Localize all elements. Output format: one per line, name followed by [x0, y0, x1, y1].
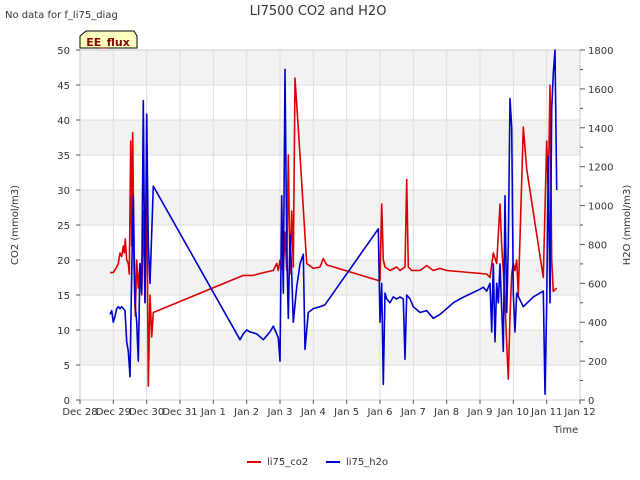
x-tick-label: Jan 4: [300, 407, 326, 418]
x-tick-label: Dec 31: [162, 407, 197, 418]
background-band: [80, 50, 580, 85]
y-right-tick-label: 800: [588, 240, 607, 251]
y-right-tick-label: 0: [588, 396, 594, 407]
y-left-tick-label: 35: [57, 151, 70, 162]
background-band: [80, 365, 580, 400]
y-left-tick-label: 5: [64, 361, 70, 372]
x-tick-label: Jan 12: [563, 407, 595, 418]
y-axis-left-label: CO2 (mmol/m3): [10, 185, 21, 265]
x-tick-label: Jan 9: [467, 407, 493, 418]
y-right-tick-label: 400: [588, 318, 607, 329]
x-tick-label: Dec 28: [62, 407, 97, 418]
background-band: [80, 190, 580, 225]
y-axis-right-label: H2O (mmol/m3): [622, 185, 633, 266]
y-right-tick-label: 1800: [588, 46, 613, 57]
legend-label-h2o: li75_h2o: [346, 457, 388, 468]
x-tick-label: Jan 3: [267, 407, 293, 418]
series-line-h2o: [109, 49, 558, 396]
y-left-tick-label: 25: [57, 221, 70, 232]
y-right-tick-label: 1200: [588, 163, 613, 174]
background-bands: [80, 50, 580, 400]
background-band: [80, 155, 580, 190]
ee-flux-badge: EE_flux: [79, 30, 138, 49]
series-lines: [109, 49, 558, 396]
x-tick-label: Jan 1: [200, 407, 226, 418]
y-left-tick-label: 50: [57, 46, 70, 57]
y-axis-left: 0 5 10 15 20 25 30 35 40 45 50: [57, 46, 80, 407]
x-tick-label: Jan 8: [433, 407, 459, 418]
y-right-tick-label: 600: [588, 279, 607, 290]
y-left-tick-label: 30: [57, 186, 70, 197]
no-data-note: No data for f_li75_diag: [5, 10, 118, 21]
y-left-tick-label: 40: [57, 116, 70, 127]
y-axis-right: 0 200 400 600 800 1000 1200 1400 1600 1800: [580, 46, 613, 407]
x-tick-label: Jan 5: [333, 407, 359, 418]
background-band: [80, 120, 580, 155]
x-tick-label: Jan 11: [530, 407, 562, 418]
x-tick-label: Dec 29: [96, 407, 131, 418]
y-left-tick-label: 15: [57, 291, 70, 302]
x-tick-label: Dec 30: [129, 407, 164, 418]
x-tick-label: Jan 2: [233, 407, 259, 418]
background-band: [80, 85, 580, 120]
badge-label: EE_flux: [86, 36, 130, 49]
chart-title: LI7500 CO2 and H2O: [250, 4, 387, 19]
y-right-tick-label: 200: [588, 357, 607, 368]
x-tick-label: Jan 6: [367, 407, 393, 418]
legend-label-co2: li75_co2: [267, 457, 308, 468]
x-tick-label: Jan 10: [497, 407, 529, 418]
y-left-tick-label: 45: [57, 81, 70, 92]
y-right-tick-label: 1000: [588, 202, 613, 213]
y-right-tick-label: 1400: [588, 124, 613, 135]
x-tick-label: Jan 7: [400, 407, 426, 418]
background-band: [80, 330, 580, 365]
y-left-tick-label: 0: [64, 396, 70, 407]
y-left-tick-label: 10: [57, 326, 70, 337]
y-left-tick-label: 20: [57, 256, 70, 267]
y-right-tick-label: 1600: [588, 85, 613, 96]
legend: li75_co2 li75_h2o: [247, 457, 388, 468]
x-axis-label: Time: [553, 425, 578, 436]
